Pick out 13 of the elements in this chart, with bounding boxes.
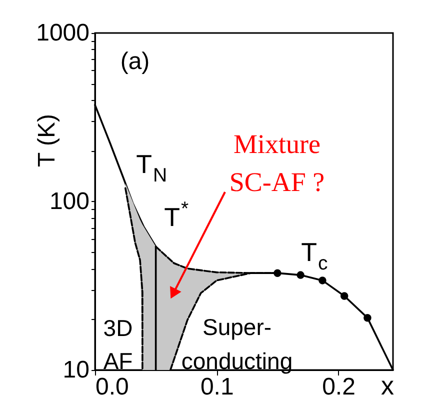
x-tick-label: 0.1: [200, 374, 234, 400]
y-tick-label: 100: [49, 188, 90, 215]
annotation: 3D AF: [103, 315, 133, 374]
y-tick-label: 10: [62, 356, 90, 384]
y-axis-title: T (K): [34, 114, 60, 167]
x-axis-title: x: [381, 370, 394, 400]
annotation: T*: [164, 198, 189, 232]
annotation: Mixture SC-AF ?: [229, 129, 325, 197]
annotation: Super- conducting: [181, 314, 293, 374]
annotation: (a): [120, 48, 150, 75]
y-tick-label: 1000: [36, 20, 90, 46]
x-tick-label: 0.2: [322, 374, 356, 400]
x-tick-label: 0.0: [96, 374, 129, 400]
